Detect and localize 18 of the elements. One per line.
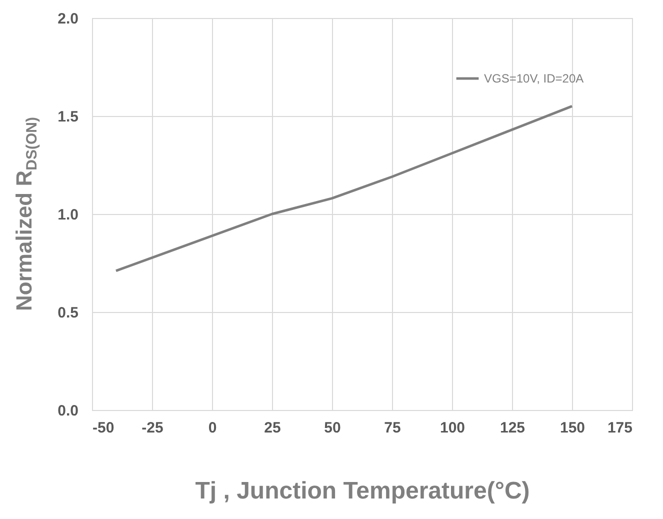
y-tick-label: 2.0 (58, 10, 78, 28)
x-tick-label: 100 (440, 420, 466, 436)
y-tick-label: 1.0 (58, 206, 78, 224)
x-tick-label: 175 (607, 420, 632, 436)
legend-label: VGS=10V, ID=20A (484, 72, 584, 86)
x-tick-label: 125 (500, 420, 526, 436)
x-tick-label: -25 (142, 420, 164, 436)
y-tick-label: 0.5 (58, 304, 78, 322)
x-tick-label: 75 (384, 420, 401, 436)
line-series (114, 104, 574, 272)
x-tick-label: 0 (208, 420, 217, 436)
x-tick-label: 50 (324, 420, 341, 436)
x-tick-label: 150 (560, 420, 586, 436)
y-tick-label: 1.5 (58, 108, 78, 126)
y-tick-label: 0.0 (58, 402, 78, 420)
x-axis-title: Tj , Junction Temperature(°C) (195, 478, 530, 504)
x-tick-label: -50 (92, 420, 114, 436)
x-tick-label: 25 (264, 420, 281, 436)
